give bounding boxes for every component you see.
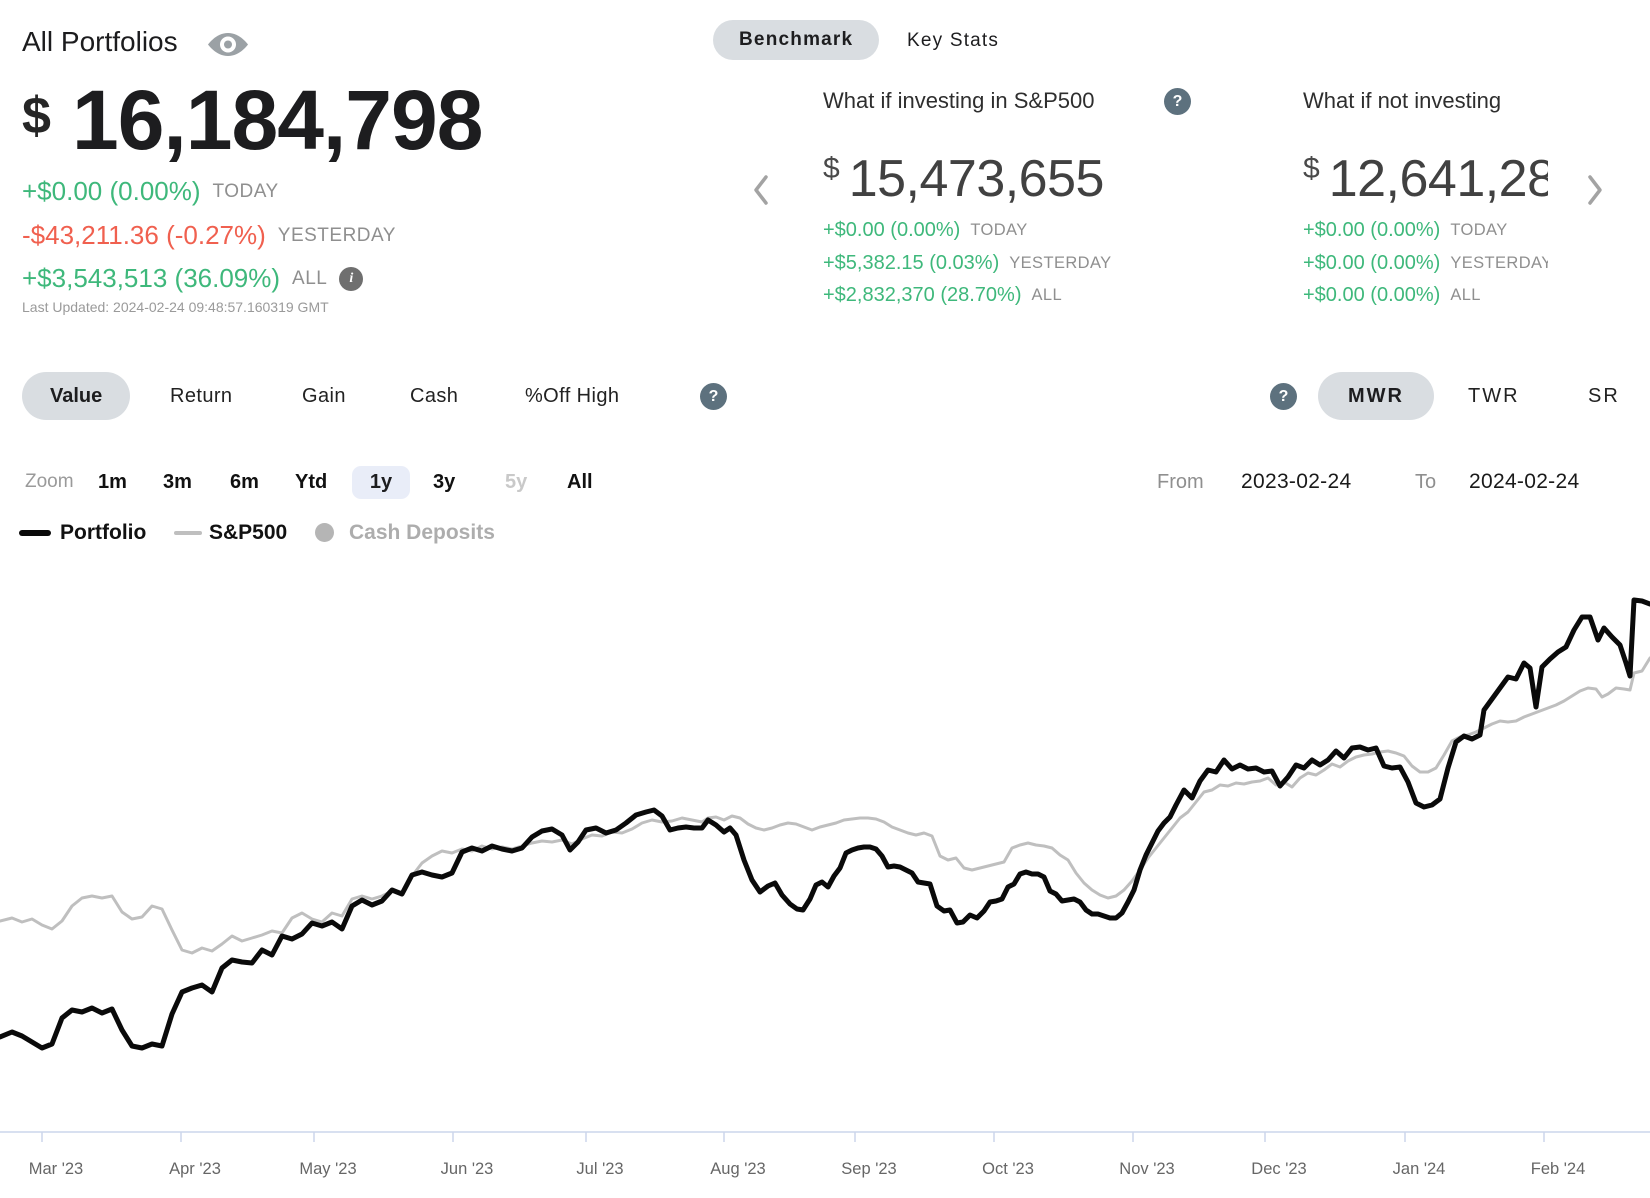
x-axis-tick-label: Aug '23: [710, 1160, 765, 1178]
series-portfolio: [0, 597, 1650, 1051]
period: YESTERDAY: [1450, 254, 1548, 272]
change-yesterday-amount: -$43,211.36 (-0.27%): [22, 220, 266, 250]
legend-sp500[interactable]: S&P500: [209, 521, 288, 544]
series-s-p500: [0, 656, 1650, 955]
page-title: All Portfolios: [22, 26, 178, 57]
currency-symbol: $: [823, 152, 840, 185]
change-yesterday-period: YESTERDAY: [277, 224, 396, 246]
period: YESTERDAY: [1009, 254, 1112, 272]
tab-twr[interactable]: TWR: [1468, 385, 1520, 407]
x-axis-tick-label: Apr '23: [169, 1160, 221, 1178]
benchmark-change-yesterday: +$5,382.15 (0.03%) YESTERDAY: [823, 252, 1112, 275]
zoom-5y[interactable]: 5y: [505, 471, 528, 493]
help-icon[interactable]: ?: [1270, 383, 1297, 410]
total-portfolio-value: 16,184,798: [72, 73, 483, 167]
x-axis-tick-label: Sep '23: [841, 1160, 896, 1178]
info-icon[interactable]: i: [339, 266, 364, 291]
last-updated-timestamp: Last Updated: 2024-02-24 09:48:57.160319…: [22, 299, 329, 315]
change-all-amount: +$3,543,513 (36.09%): [22, 263, 281, 293]
benchmark-card-value: $15,473,655: [823, 152, 1104, 205]
amount: +$0.00 (0.00%): [1303, 284, 1441, 306]
period: ALL: [1031, 286, 1063, 304]
chevron-right-icon[interactable]: [1583, 171, 1607, 209]
not-investing-value: 12,641,28: [1328, 150, 1548, 208]
change-today-amount: +$0.00 (0.00%): [22, 176, 201, 206]
not-investing-card-value: $12,641,28: [1303, 152, 1548, 205]
tab-mwr[interactable]: MWR: [1318, 372, 1434, 420]
currency-symbol: $: [22, 87, 51, 145]
amount: +$5,382.15 (0.03%): [823, 252, 1000, 274]
benchmark-change-all: +$2,832,370 (28.70%) ALL: [823, 284, 1062, 307]
zoom-label: Zoom: [25, 471, 74, 492]
x-axis-tick-label: Oct '23: [982, 1160, 1034, 1178]
x-axis-tick-label: Feb '24: [1531, 1160, 1586, 1178]
visibility-eye-icon[interactable]: [208, 33, 248, 56]
x-axis-tick-label: Jul '23: [576, 1160, 623, 1178]
legend-portfolio-swatch[interactable]: [19, 530, 51, 536]
benchmark-value: 15,473,655: [848, 150, 1105, 208]
zoom-all[interactable]: All: [567, 471, 593, 493]
tab-key-stats[interactable]: Key Stats: [907, 30, 1000, 51]
not-investing-card-title: What if not investing: [1303, 88, 1502, 113]
zoom-3y[interactable]: 3y: [433, 471, 456, 493]
amount: +$0.00 (0.00%): [1303, 252, 1441, 274]
tab-value[interactable]: Value: [22, 372, 131, 420]
legend-sp500-swatch[interactable]: [174, 531, 202, 535]
change-today-period: TODAY: [212, 180, 279, 202]
to-date-input[interactable]: 2024-02-24: [1469, 470, 1580, 493]
legend-cash-deposits[interactable]: Cash Deposits: [349, 521, 495, 544]
zoom-ytd[interactable]: Ytd: [295, 471, 328, 493]
to-label: To: [1415, 471, 1437, 493]
change-all: +$3,543,513 (36.09%) ALL i: [22, 263, 364, 294]
period: TODAY: [970, 221, 1028, 239]
tab-return[interactable]: Return: [170, 385, 233, 407]
period: ALL: [1450, 286, 1481, 304]
x-axis-tick-label: Jan '24: [1393, 1160, 1446, 1178]
x-axis-tick-label: May '23: [299, 1160, 356, 1178]
x-axis-tick-label: Mar '23: [29, 1160, 84, 1178]
performance-chart-svg[interactable]: Mar '23 Apr '23 May '23 Jun '23 Jul '23 Aug '…: [0, 540, 1650, 1198]
zoom-3m[interactable]: 3m: [163, 471, 192, 493]
from-date-input[interactable]: 2023-02-24: [1241, 470, 1352, 493]
not-investing-change-all: +$0.00 (0.00%) ALL: [1303, 284, 1481, 307]
tab-sr[interactable]: SR: [1588, 385, 1620, 407]
change-all-period: ALL: [292, 267, 328, 289]
legend-cash-deposits-swatch[interactable]: [315, 523, 334, 542]
x-axis-tick-label: Nov '23: [1119, 1160, 1174, 1178]
change-yesterday: -$43,211.36 (-0.27%) YESTERDAY: [22, 220, 396, 251]
x-axis-tick-label: Jun '23: [441, 1160, 494, 1178]
currency-symbol: $: [1303, 152, 1320, 185]
zoom-1y-active[interactable]: 1y: [352, 466, 410, 499]
period: TODAY: [1450, 221, 1508, 239]
amount: +$2,832,370 (28.70%): [823, 284, 1022, 306]
tab-gain[interactable]: Gain: [302, 385, 346, 407]
legend-portfolio[interactable]: Portfolio: [60, 521, 147, 544]
benchmark-card-title: What if investing in S&P500: [823, 88, 1095, 113]
help-icon[interactable]: ?: [1164, 88, 1191, 115]
zoom-1m[interactable]: 1m: [98, 471, 127, 493]
tab-off-high[interactable]: %Off High: [525, 385, 620, 407]
change-today: +$0.00 (0.00%) TODAY: [22, 176, 279, 207]
zoom-6m[interactable]: 6m: [230, 471, 259, 493]
help-icon[interactable]: ?: [700, 383, 727, 410]
amount: +$0.00 (0.00%): [823, 219, 961, 241]
x-axis-tick-label: Dec '23: [1251, 1160, 1306, 1178]
tab-cash[interactable]: Cash: [410, 385, 459, 407]
amount: +$0.00 (0.00%): [1303, 219, 1441, 241]
not-investing-change-today: +$0.00 (0.00%) TODAY: [1303, 219, 1508, 242]
tab-benchmark[interactable]: Benchmark: [713, 20, 880, 60]
chevron-left-icon[interactable]: [749, 171, 773, 209]
from-label: From: [1157, 471, 1204, 493]
not-investing-change-yesterday: +$0.00 (0.00%) YESTERDAY: [1303, 252, 1548, 275]
not-investing-card: What if not investing $12,641,28 +$0.00 …: [1303, 88, 1548, 318]
benchmark-change-today: +$0.00 (0.00%) TODAY: [823, 219, 1028, 242]
